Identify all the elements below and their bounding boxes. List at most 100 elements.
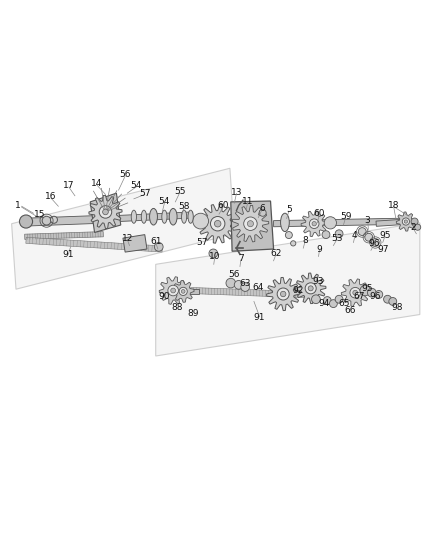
Ellipse shape: [170, 210, 176, 223]
Text: 95: 95: [379, 231, 391, 239]
Text: 95: 95: [362, 284, 373, 293]
Text: 63: 63: [240, 279, 251, 288]
Polygon shape: [273, 218, 411, 227]
Polygon shape: [376, 220, 403, 227]
Circle shape: [280, 291, 286, 297]
Circle shape: [179, 287, 187, 295]
Polygon shape: [159, 277, 187, 304]
Circle shape: [50, 216, 57, 223]
Circle shape: [244, 217, 257, 230]
Polygon shape: [295, 273, 326, 304]
Polygon shape: [396, 212, 416, 231]
Circle shape: [259, 209, 266, 216]
Circle shape: [241, 282, 250, 292]
Circle shape: [226, 278, 236, 288]
Circle shape: [181, 289, 185, 293]
Text: 66: 66: [344, 305, 356, 314]
Ellipse shape: [281, 213, 289, 231]
Text: 55: 55: [174, 187, 185, 196]
Text: 14: 14: [91, 179, 102, 188]
Polygon shape: [341, 279, 369, 306]
Text: 88: 88: [172, 303, 183, 312]
Ellipse shape: [169, 208, 177, 225]
Text: 56: 56: [120, 171, 131, 179]
Text: 54: 54: [131, 181, 142, 190]
Text: 93: 93: [312, 277, 324, 286]
Circle shape: [389, 297, 397, 305]
Text: 3: 3: [364, 216, 370, 225]
Circle shape: [308, 286, 313, 291]
Text: 11: 11: [242, 197, 253, 206]
Circle shape: [329, 300, 337, 308]
Text: 94: 94: [318, 299, 329, 308]
Polygon shape: [30, 215, 101, 226]
Text: 18: 18: [388, 201, 399, 210]
Polygon shape: [155, 223, 420, 356]
Text: 89: 89: [187, 309, 198, 318]
Polygon shape: [172, 280, 194, 302]
Circle shape: [305, 283, 316, 294]
Text: 57: 57: [139, 189, 151, 198]
Text: 98: 98: [391, 303, 403, 312]
Text: 10: 10: [209, 252, 220, 261]
Text: 65: 65: [338, 299, 350, 308]
Ellipse shape: [141, 210, 147, 223]
Ellipse shape: [162, 210, 167, 223]
Text: 92: 92: [292, 286, 303, 295]
Text: 64: 64: [253, 283, 264, 292]
Circle shape: [324, 217, 336, 229]
Circle shape: [102, 209, 108, 215]
Polygon shape: [232, 205, 269, 242]
Circle shape: [168, 285, 178, 296]
Circle shape: [404, 220, 407, 223]
Polygon shape: [301, 211, 327, 237]
Text: 61: 61: [150, 237, 162, 246]
Circle shape: [42, 216, 51, 225]
Circle shape: [312, 222, 316, 226]
Text: 59: 59: [340, 212, 351, 221]
Circle shape: [375, 290, 383, 298]
Circle shape: [309, 219, 319, 229]
Text: 15: 15: [34, 209, 46, 219]
Circle shape: [99, 206, 112, 218]
Circle shape: [277, 288, 289, 300]
Circle shape: [215, 221, 221, 227]
Polygon shape: [89, 195, 122, 229]
Text: 67: 67: [353, 292, 364, 301]
Ellipse shape: [131, 210, 137, 223]
Text: 91: 91: [254, 313, 265, 322]
Circle shape: [171, 288, 176, 293]
Circle shape: [365, 233, 373, 241]
Text: 96: 96: [368, 239, 380, 248]
Circle shape: [209, 249, 218, 258]
Text: 60: 60: [218, 201, 229, 210]
Text: 7: 7: [238, 254, 244, 263]
Ellipse shape: [150, 208, 157, 225]
Ellipse shape: [181, 210, 187, 223]
Circle shape: [358, 228, 366, 236]
Polygon shape: [188, 289, 199, 294]
Polygon shape: [90, 193, 121, 232]
Circle shape: [311, 295, 320, 304]
Text: 90: 90: [159, 292, 170, 301]
Text: 16: 16: [45, 192, 57, 201]
Circle shape: [211, 216, 225, 231]
Polygon shape: [118, 212, 193, 222]
Circle shape: [353, 290, 357, 295]
Text: 91: 91: [63, 250, 74, 259]
Polygon shape: [26, 237, 162, 252]
Text: 56: 56: [229, 270, 240, 279]
Circle shape: [411, 218, 418, 225]
Circle shape: [371, 239, 379, 246]
Circle shape: [322, 231, 330, 239]
Text: 60: 60: [314, 209, 325, 218]
Polygon shape: [191, 287, 311, 298]
Text: 4: 4: [352, 231, 357, 239]
Circle shape: [384, 295, 392, 303]
Circle shape: [415, 224, 421, 230]
Circle shape: [154, 243, 163, 251]
Polygon shape: [123, 235, 147, 252]
Circle shape: [360, 285, 371, 296]
Text: 97: 97: [377, 245, 389, 254]
Circle shape: [286, 231, 292, 239]
